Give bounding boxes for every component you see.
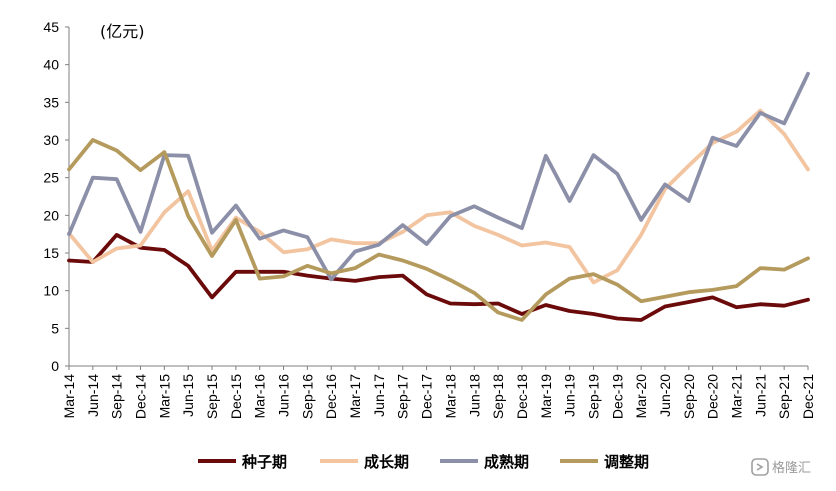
- watermark: 格隆汇: [751, 458, 811, 476]
- y-tick-label: 25: [43, 170, 59, 186]
- y-tick-label: 5: [51, 320, 59, 336]
- x-tick-label: Mar-17: [347, 374, 363, 419]
- legend: 种子期 成长期 成熟期 调整期: [198, 453, 649, 471]
- series-line-3: [67, 71, 810, 282]
- x-tick-label: Dec-16: [323, 374, 339, 419]
- legend-label-4: 调整期: [604, 453, 649, 471]
- y-tick-label: 30: [43, 132, 59, 148]
- x-tick-label: Mar-16: [252, 374, 268, 419]
- watermark-logo-icon: [751, 458, 769, 476]
- y-tick-label: 0: [51, 358, 59, 374]
- x-tick-label: Mar-18: [442, 374, 458, 419]
- x-tick-label: Dec-20: [705, 374, 721, 419]
- x-tick-label: Sep-21: [776, 374, 792, 419]
- x-tick-label: Jun-16: [276, 374, 292, 417]
- x-tick-label: Dec-21: [800, 374, 816, 419]
- watermark-text: 格隆汇: [772, 460, 811, 476]
- x-tick-label: Jun-21: [752, 374, 768, 417]
- legend-label-1: 种子期: [241, 453, 287, 471]
- y-unit-label: (亿元): [100, 22, 145, 41]
- x-tick-label: Sep-14: [109, 374, 125, 419]
- series-line-1: [67, 232, 810, 322]
- x-tick-label: Mar-15: [156, 374, 172, 419]
- x-tick-label: Dec-17: [419, 374, 435, 419]
- x-tick-label: Sep-16: [299, 374, 315, 419]
- x-tick-label: Mar-21: [728, 374, 744, 419]
- x-tick-label: Jun-14: [85, 374, 101, 417]
- x-tick-label: Dec-19: [609, 374, 625, 419]
- x-tick-label: Jun-20: [657, 374, 673, 417]
- y-tick-label: 35: [43, 94, 59, 110]
- x-tick-label: Sep-19: [585, 374, 601, 419]
- x-tick-label: Dec-15: [228, 374, 244, 419]
- series-line-2: [67, 108, 810, 285]
- x-tick-label: Mar-14: [61, 374, 77, 419]
- x-tick-label: Jun-19: [562, 374, 578, 417]
- series-line-4: [67, 138, 810, 322]
- x-tick-label: Dec-14: [133, 374, 149, 419]
- y-tick-label: 45: [43, 19, 59, 35]
- x-tick-label: Jun-18: [466, 374, 482, 417]
- x-tick-label: Sep-20: [681, 374, 697, 419]
- x-tick-label: Mar-19: [538, 374, 554, 419]
- y-tick-label: 40: [43, 57, 59, 73]
- x-tick-label: Sep-18: [490, 374, 506, 419]
- x-tick-label: Jun-15: [180, 374, 196, 417]
- x-tick-label: Dec-18: [514, 374, 530, 419]
- legend-label-3: 成熟期: [484, 453, 529, 471]
- plot-area: 0 5 10 15 20 25 30 35 40 45 Mar-14 Jun-14 Sep-14 Dec-…: [43, 19, 816, 419]
- x-tick-label: Mar-20: [633, 374, 649, 419]
- y-tick-label: 20: [43, 207, 59, 223]
- y-tick-label: 10: [43, 283, 59, 299]
- legend-label-2: 成长期: [364, 453, 409, 471]
- x-tick-label: Jun-17: [371, 374, 387, 417]
- x-tick-label: Sep-15: [204, 374, 220, 419]
- y-tick-label: 15: [43, 245, 59, 261]
- x-tick-label: Sep-17: [395, 374, 411, 419]
